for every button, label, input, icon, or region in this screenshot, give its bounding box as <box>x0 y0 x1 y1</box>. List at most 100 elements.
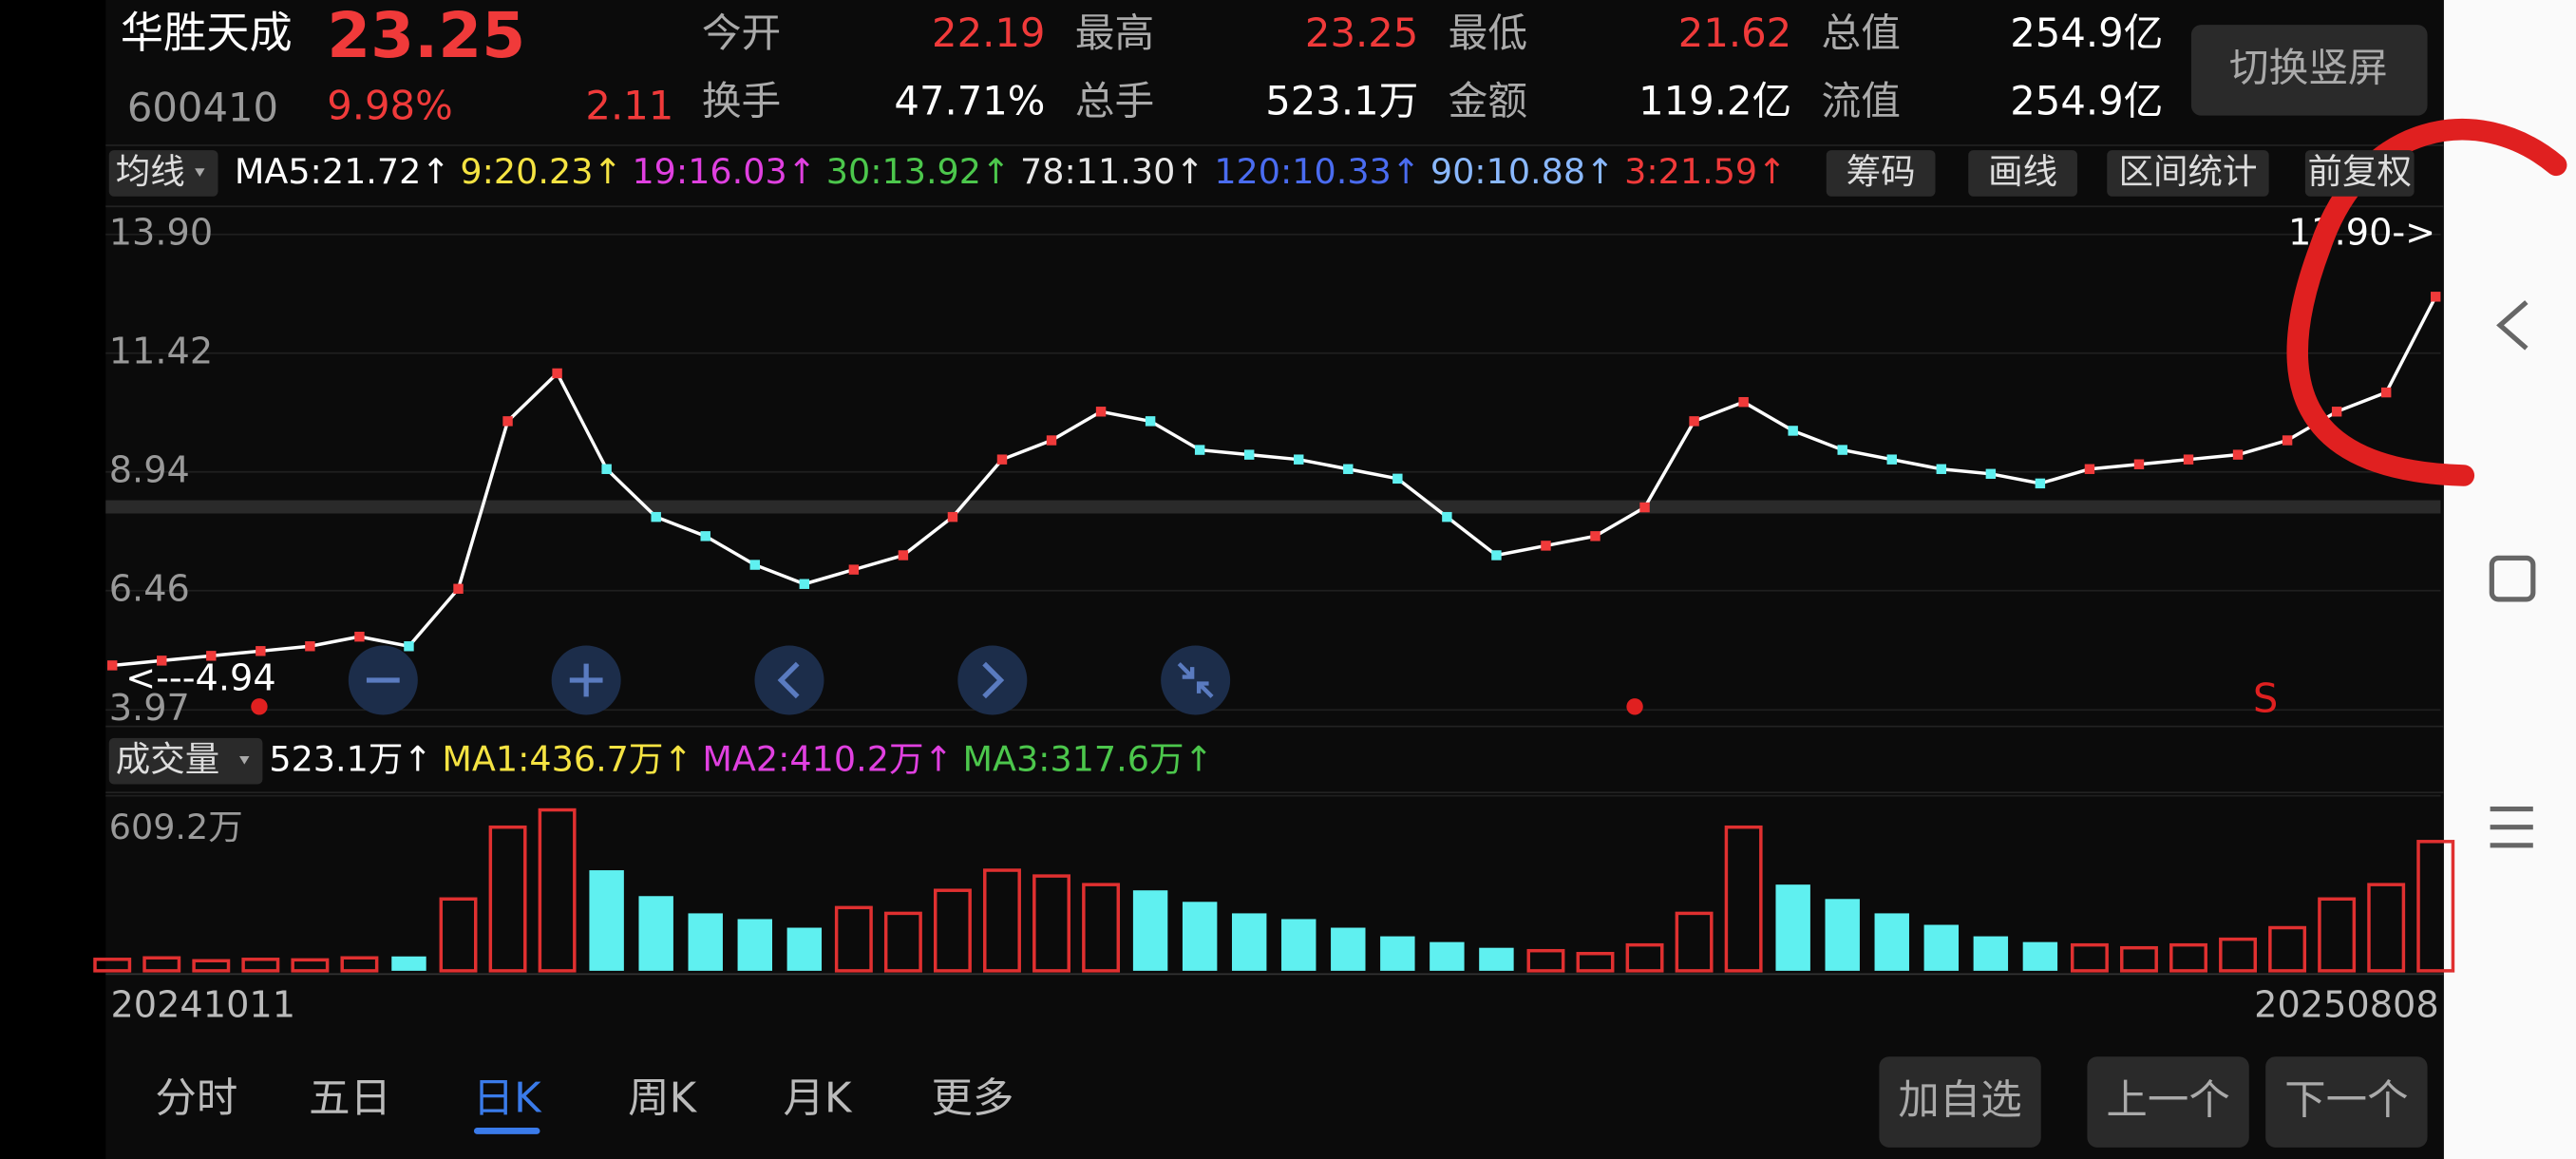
volume-bar <box>1923 924 1960 971</box>
action-button-label: 下一个 <box>2284 1076 2408 1124</box>
candle <box>1788 426 1798 436</box>
nav-home[interactable] <box>2489 555 2536 602</box>
stat-value: 523.1万 <box>1265 77 1418 124</box>
nav-back[interactable] <box>2496 300 2529 351</box>
action-button-label: 加自选 <box>1898 1076 2021 1124</box>
tab[interactable]: 月K <box>784 1075 853 1123</box>
volume-bar <box>1082 883 1121 973</box>
tool-button[interactable] <box>1826 150 1936 197</box>
scroll-right[interactable] <box>957 645 1028 715</box>
volume-bar <box>93 958 132 973</box>
candle <box>749 560 760 570</box>
stat-label: 今开 <box>702 10 781 56</box>
tab[interactable]: 周K <box>628 1075 697 1123</box>
date-label: 20250808 <box>2254 985 2439 1027</box>
volume-bar <box>1625 942 1664 973</box>
nav-menu[interactable] <box>2490 806 2533 848</box>
candle <box>700 531 710 542</box>
icon <box>982 661 1005 699</box>
legend-item: 19:16.03↑ <box>632 151 816 192</box>
tab[interactable]: 日K <box>473 1075 542 1123</box>
volume-bar <box>2416 840 2455 973</box>
scroll-left[interactable] <box>754 645 824 715</box>
candle <box>651 511 661 522</box>
tab[interactable]: 更多 <box>932 1075 1014 1123</box>
volume-bar <box>142 956 181 973</box>
candle <box>1194 445 1205 455</box>
legend-item: 9:20.23↑ <box>460 151 622 192</box>
volume-bar <box>688 913 723 971</box>
change-pct: 9.98% <box>327 83 453 129</box>
candle <box>157 656 167 666</box>
legend-item: 90:10.88↑ <box>1430 151 1615 192</box>
reset-zoom[interactable] <box>1161 645 1231 715</box>
y-tick-label: 609.2万 <box>109 807 243 847</box>
orientation-button-label: 切换竖屏 <box>2229 45 2388 91</box>
volume-bar <box>2120 945 2158 973</box>
candle <box>2431 292 2441 302</box>
tab[interactable]: 五日 <box>309 1075 391 1123</box>
stat-label: 总手 <box>1075 77 1154 124</box>
chart-controls <box>348 645 1231 715</box>
volume-bar <box>1825 899 1860 971</box>
volume-bar <box>933 888 972 973</box>
volume-bar <box>1479 947 1514 971</box>
candle <box>107 660 118 671</box>
stat-label: 换手 <box>702 77 781 124</box>
candle <box>996 454 1008 465</box>
stat-value: 22.19 <box>932 10 1045 56</box>
price-line <box>112 295 2437 668</box>
volume-selector-label: 成交量 <box>116 739 220 780</box>
tab[interactable]: 分时 <box>155 1075 237 1123</box>
candle <box>354 631 365 642</box>
ma-selector-label: 均线 <box>116 151 185 192</box>
candle <box>2282 435 2293 446</box>
volume-bar <box>192 959 231 973</box>
volume-bar <box>538 808 577 973</box>
volume-bar <box>1526 948 1565 973</box>
volume-bar <box>638 896 673 971</box>
tool-button-label: 前复权 <box>2308 151 2413 192</box>
volume-bar <box>439 897 478 973</box>
candle <box>799 579 810 589</box>
volume-bar <box>1724 825 1763 973</box>
ma-selector[interactable] <box>108 150 218 197</box>
volume-bar <box>1281 919 1316 971</box>
stat-value: 254.9亿 <box>2010 77 2163 124</box>
candle <box>1145 416 1156 427</box>
legend-item: MA5:21.72↑ <box>235 151 450 192</box>
volume-bar <box>737 919 772 971</box>
orientation-button[interactable] <box>2190 25 2428 116</box>
volume-bar <box>1182 902 1218 971</box>
nav-bar <box>2443 0 2576 1159</box>
volume-bar <box>1331 927 1366 971</box>
candle <box>947 511 958 522</box>
candle <box>898 550 909 560</box>
candle <box>2183 454 2194 465</box>
volume-bar <box>488 825 527 973</box>
volume-bar <box>2169 942 2207 973</box>
action-button[interactable] <box>2265 1056 2428 1148</box>
tool-button[interactable] <box>2304 150 2415 197</box>
action-button[interactable] <box>2087 1056 2249 1148</box>
volume-bar <box>1675 911 1714 973</box>
candle <box>1343 464 1354 474</box>
volume-selector[interactable] <box>108 737 263 785</box>
tool-button[interactable] <box>1968 150 2077 197</box>
candle <box>1590 531 1601 542</box>
candle <box>1837 445 1847 455</box>
legend-item: MA3:317.6万↑ <box>962 739 1213 780</box>
stock-name: 华胜天成 <box>121 8 293 58</box>
low-note: <---4.94 <box>125 658 276 700</box>
hand-drawn-circle <box>2286 119 2567 486</box>
action-button[interactable] <box>1879 1056 2041 1148</box>
volume-bar <box>1430 941 1465 971</box>
legend-item: MA1:436.7万↑ <box>442 739 692 780</box>
volume-bar <box>1380 936 1415 971</box>
tool-button[interactable] <box>2107 150 2269 197</box>
volume-bar <box>2268 925 2307 973</box>
stock-code: 600410 <box>127 84 278 130</box>
icon <box>777 661 800 699</box>
